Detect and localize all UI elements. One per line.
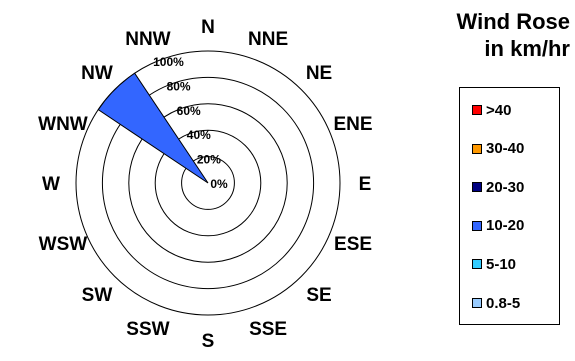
direction-label-nne: NNE — [248, 29, 288, 50]
direction-label-ese: ESE — [334, 234, 372, 255]
legend-label: 5-10 — [486, 255, 517, 273]
ring-1 — [181, 156, 235, 210]
radial-tick-40-label: 40% — [187, 128, 211, 142]
direction-label-e: E — [359, 174, 372, 195]
direction-label-nnw: NNW — [125, 29, 170, 50]
direction-label-wnw: WNW — [38, 114, 88, 135]
ring-3 — [128, 103, 288, 263]
radial-tick-20-label: 20% — [197, 153, 221, 167]
direction-label-n: N — [201, 17, 215, 38]
legend-item: 10-20 — [472, 216, 524, 236]
ring-4 — [101, 76, 315, 290]
direction-label-ene: ENE — [334, 114, 373, 135]
wedge-nw — [97, 72, 209, 184]
legend-label: 10-20 — [486, 217, 525, 235]
direction-label-wsw: WSW — [39, 234, 88, 255]
chart-subtitle: in km/hr — [484, 36, 570, 61]
direction-label-se: SE — [306, 285, 331, 306]
direction-label-sw: SW — [82, 285, 113, 306]
legend-item: >40 — [472, 100, 511, 120]
direction-label-w: W — [42, 174, 60, 195]
legend-item: 30-40 — [472, 139, 524, 159]
legend-item: 20-30 — [472, 177, 524, 197]
legend-label: >40 — [486, 101, 512, 119]
direction-label-ne: NE — [306, 63, 332, 84]
legend-swatch — [472, 182, 482, 193]
direction-label-s: S — [202, 331, 215, 352]
radial-tick-0-label: 0% — [210, 177, 228, 191]
chart-title: Wind Rose — [456, 9, 570, 34]
ring-5 — [75, 50, 341, 316]
legend: >40 30-40 20-30 10-20 5-10 0.8-5 — [459, 87, 560, 325]
direction-label-nw: NW — [81, 63, 113, 84]
direction-labels: N NNE NE ENE E ESE SE SSE S SSW SW WSW W WNW NW NNW — [38, 17, 372, 352]
data-wedges — [97, 72, 209, 184]
radial-tick-60-label: 60% — [177, 104, 201, 118]
legend-item: 0.8-5 — [472, 293, 520, 313]
legend-swatch — [472, 259, 482, 270]
radial-tick-100-label: 100% — [153, 55, 184, 69]
ring-2 — [154, 129, 262, 237]
legend-label: 0.8-5 — [486, 294, 521, 312]
direction-label-sse: SSE — [249, 319, 287, 340]
radial-tick-labels: 0% 20% 40% 60% 80% 100% — [153, 55, 228, 191]
legend-label: 30-40 — [486, 140, 525, 158]
ring-grid — [75, 50, 341, 316]
chart-title-block: Wind Rose in km/hr — [390, 8, 570, 62]
legend-swatch — [472, 105, 482, 115]
direction-label-ssw: SSW — [126, 319, 169, 340]
legend-item: 5-10 — [472, 254, 516, 274]
legend-swatch — [472, 220, 482, 231]
legend-swatch — [472, 143, 482, 154]
legend-label: 20-30 — [486, 178, 525, 196]
legend-swatch — [472, 298, 482, 308]
radial-tick-80-label: 80% — [167, 79, 191, 93]
